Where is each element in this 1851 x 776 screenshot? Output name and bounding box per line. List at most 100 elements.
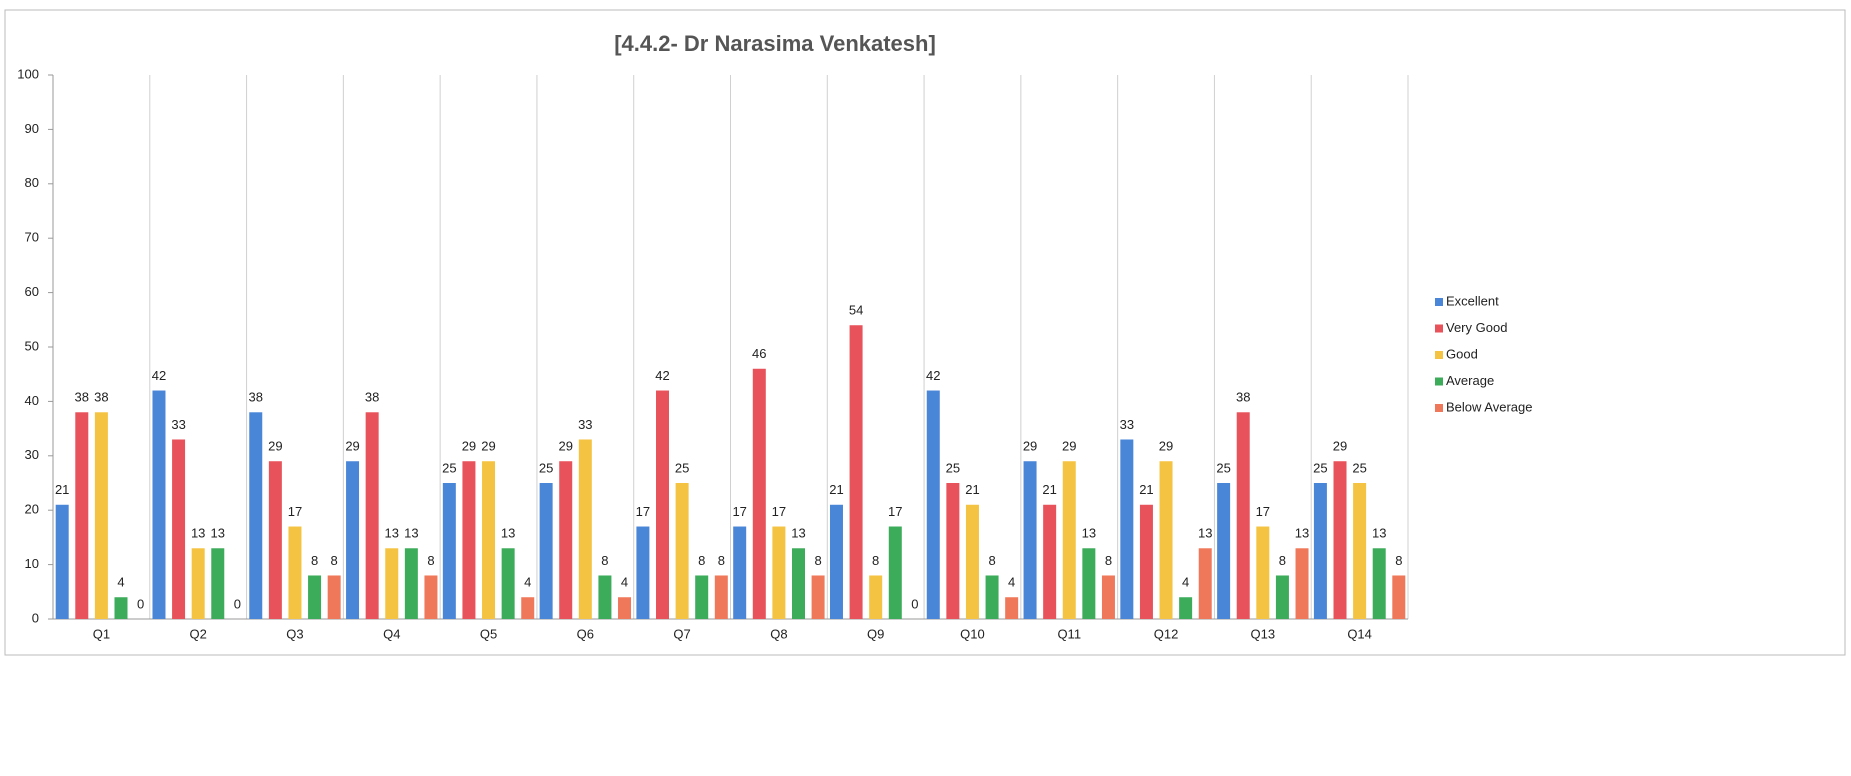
data-label: 25 [1352, 460, 1366, 475]
bar [1179, 597, 1193, 619]
data-label: 13 [1372, 526, 1386, 541]
bar [1082, 548, 1096, 619]
x-tick-label: Q10 [960, 626, 985, 641]
data-label: 29 [345, 439, 359, 454]
data-label: 46 [752, 346, 766, 361]
legend-swatch [1435, 298, 1443, 306]
data-label: 17 [772, 504, 786, 519]
bar [1275, 575, 1289, 619]
bar [1236, 412, 1250, 619]
legend-label: Average [1446, 373, 1494, 388]
data-label: 17 [636, 504, 650, 519]
data-label: 25 [1313, 460, 1327, 475]
bar [521, 597, 535, 619]
data-label: 21 [965, 482, 979, 497]
bar [1217, 483, 1231, 619]
data-label: 8 [427, 553, 434, 568]
bar [1295, 548, 1309, 619]
data-label: 0 [234, 596, 241, 611]
data-label: 33 [171, 417, 185, 432]
bar [829, 504, 843, 619]
x-tick-label: Q6 [577, 626, 594, 641]
bar [559, 461, 573, 619]
data-label: 4 [117, 575, 124, 590]
bar [1062, 461, 1076, 619]
legend-swatch [1435, 324, 1443, 333]
bar [578, 439, 592, 619]
bar [1198, 548, 1212, 619]
bar [811, 575, 825, 619]
bar [675, 483, 689, 619]
data-label: 8 [814, 553, 821, 568]
bar [1159, 461, 1173, 619]
bar [94, 412, 108, 619]
bar [695, 575, 709, 619]
data-label: 38 [365, 390, 379, 405]
data-label: 29 [1159, 439, 1173, 454]
data-label: 17 [288, 504, 302, 519]
bar [211, 548, 225, 619]
legend-swatch [1435, 377, 1443, 386]
data-label: 42 [655, 368, 669, 383]
data-label: 13 [211, 526, 225, 541]
bar [152, 390, 166, 619]
bar [55, 504, 69, 619]
bar [888, 526, 902, 619]
chart-title: [4.4.2- Dr Narasima Venkatesh] [614, 31, 936, 56]
x-tick-label: Q3 [286, 626, 303, 641]
bar [1005, 597, 1019, 619]
x-tick-label: Q7 [673, 626, 690, 641]
bar [1120, 439, 1134, 619]
bar [346, 461, 360, 619]
y-tick-label: 20 [25, 502, 39, 517]
bar [1372, 548, 1386, 619]
bar [772, 526, 786, 619]
data-label: 33 [578, 417, 592, 432]
bar [926, 390, 940, 619]
data-label: 29 [462, 439, 476, 454]
data-label: 4 [1008, 575, 1015, 590]
bar [1023, 461, 1037, 619]
bar [288, 526, 302, 619]
bar [869, 575, 883, 619]
data-label: 8 [872, 553, 879, 568]
bar [424, 575, 438, 619]
data-label: 29 [268, 439, 282, 454]
data-label: 13 [791, 526, 805, 541]
data-label: 8 [331, 553, 338, 568]
data-label: 13 [1198, 526, 1212, 541]
data-label: 21 [55, 482, 69, 497]
legend-swatch [1435, 404, 1443, 412]
data-label: 25 [675, 460, 689, 475]
legend-label: Very Good [1446, 320, 1507, 335]
data-label: 13 [1295, 526, 1309, 541]
bar [75, 412, 89, 619]
x-tick-label: Q12 [1154, 626, 1179, 641]
y-tick-label: 40 [25, 393, 39, 408]
data-label: 8 [311, 553, 318, 568]
bar [308, 575, 322, 619]
bar [462, 461, 476, 619]
data-label: 42 [152, 368, 166, 383]
bar [1101, 575, 1115, 619]
data-label: 0 [911, 596, 918, 611]
chart-frame [4, 9, 1846, 656]
data-label: 54 [849, 303, 863, 318]
x-tick-label: Q14 [1347, 626, 1372, 641]
data-label: 8 [1279, 553, 1286, 568]
data-label: 17 [888, 504, 902, 519]
data-label: 29 [558, 439, 572, 454]
x-tick-label: Q2 [190, 626, 207, 641]
bar [714, 575, 728, 619]
bar [191, 548, 205, 619]
data-label: 4 [1182, 575, 1189, 590]
legend-label: Excellent [1446, 293, 1499, 308]
data-label: 25 [946, 460, 960, 475]
bar [501, 548, 515, 619]
x-tick-label: Q1 [93, 626, 110, 641]
data-label: 25 [1216, 460, 1230, 475]
data-label: 21 [1139, 482, 1153, 497]
data-label: 13 [501, 526, 515, 541]
y-tick-label: 60 [25, 284, 39, 299]
